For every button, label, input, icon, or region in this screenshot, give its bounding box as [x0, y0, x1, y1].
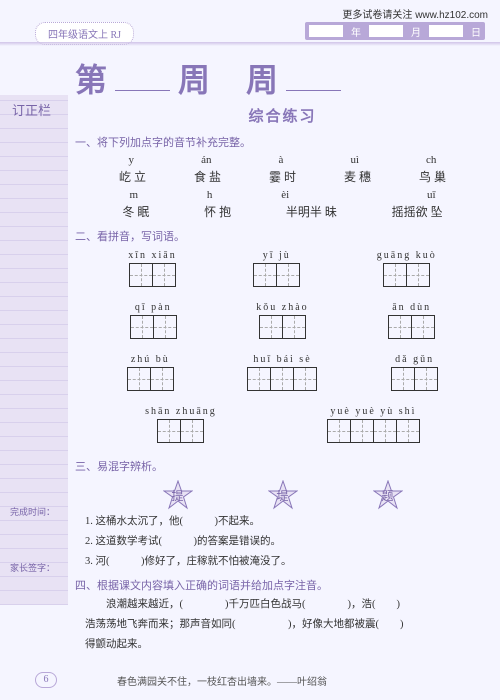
star-2: 堤 [268, 480, 298, 510]
section-4-line-1: 浪潮越来越近，( )千万匹白色战马( )，浩( ) [75, 597, 490, 613]
char-box [130, 315, 154, 339]
char-grid-group: yī jù [253, 250, 300, 292]
page-title: 第 周 周 [75, 55, 490, 101]
sidebar-note-time: 完成时间： [10, 505, 55, 518]
char-box [253, 263, 277, 287]
char-box [150, 367, 174, 391]
char-box [293, 367, 317, 391]
question-1: 1. 这桶水太沉了，他( )不起来。 [75, 514, 490, 530]
sidebar-note-sign: 家长签字： [10, 561, 55, 574]
section-1-hanzi-2: 冬 眠怀 抱半明半 昧摇摇欲 坠 [75, 203, 490, 220]
char-box [282, 315, 306, 339]
char-box [350, 419, 374, 443]
char-box [276, 263, 300, 287]
section-1-pinyin-1: yánàuìch [75, 154, 490, 166]
char-grid-group: xīn xiān [128, 250, 177, 292]
section-1-pinyin-2: mhèiuī [75, 189, 490, 201]
star-row: 提 堤 题 [75, 480, 490, 510]
char-box [157, 419, 181, 443]
char-grid-group: shān zhuāng [145, 406, 217, 448]
char-box [383, 263, 407, 287]
char-box [373, 419, 397, 443]
char-box [127, 367, 151, 391]
char-box [259, 315, 283, 339]
char-box [327, 419, 351, 443]
char-box [396, 419, 420, 443]
section-1-heading: 一、将下列加点字的音节补充完整。 [75, 134, 490, 150]
subtitle: 综合练习 [75, 105, 490, 126]
section-2-grids: xīn xiān yī jù guāng kuò qī pàn kǒu zhào ān d… [75, 250, 490, 448]
char-grid-group: guāng kuò [377, 250, 437, 292]
header-url: 更多试卷请关注 www.hz102.com [342, 6, 488, 21]
char-box [414, 367, 438, 391]
question-2: 2. 这道数学考试( )的答案是错误的。 [75, 534, 490, 550]
char-grid-group: huī bái sè [247, 354, 317, 396]
char-grid-group: qī pàn [130, 302, 177, 344]
date-bar: 年 月 日 [305, 22, 485, 40]
question-3: 3. 河( )修好了，庄稼就不怕被淹没了。 [75, 554, 490, 570]
char-box [153, 315, 177, 339]
char-box [129, 263, 153, 287]
char-box [388, 315, 412, 339]
star-1: 提 [163, 480, 193, 510]
star-3: 题 [373, 480, 403, 510]
footer-quote: 春色满园关不住，一枝红杏出墙来。——叶绍翁 [117, 673, 327, 688]
sidebar-grid [0, 95, 68, 605]
char-grid-group: dǎ gǔn [391, 354, 438, 396]
char-box [406, 263, 430, 287]
page-number: 6 [35, 672, 57, 688]
section-1-hanzi-1: 屹 立食 盐霎 时麦 穗鸟 巢 [75, 168, 490, 185]
section-4-line-3: 得颤动起来。 [75, 637, 490, 653]
footer: 6 春色满园关不住，一枝红杏出墙来。——叶绍翁 [0, 672, 500, 688]
section-3-heading: 三、易混字辨析。 [75, 458, 490, 474]
char-box [270, 367, 294, 391]
char-grid-group: zhú bù [127, 354, 174, 396]
char-box [247, 367, 271, 391]
char-grid-group: kǒu zhào [256, 302, 308, 344]
char-box [391, 367, 415, 391]
sidebar-title: 订正栏 [12, 100, 51, 119]
char-box [152, 263, 176, 287]
char-grid-group: ān dùn [388, 302, 435, 344]
char-box [180, 419, 204, 443]
main-content: 第 周 周 综合练习 一、将下列加点字的音节补充完整。 yánàuìch 屹 立… [75, 55, 490, 653]
char-box [411, 315, 435, 339]
section-2-heading: 二、看拼音，写词语。 [75, 228, 490, 244]
char-grid-group: yuè yuè yù shì [327, 406, 420, 448]
section-4-line-2: 浩荡荡地飞奔而来；那声音如同( )，好像大地都被震( ) [75, 617, 490, 633]
section-4-heading: 四、根据课文内容填入正确的词语并给加点字注音。 [75, 577, 490, 593]
